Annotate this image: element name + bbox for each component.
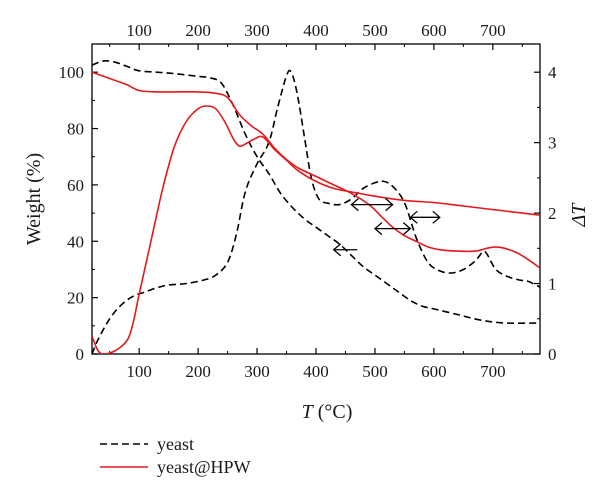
y-left-tick-label: 100 — [59, 63, 85, 82]
annotation-arrowhead — [402, 222, 412, 236]
x-tick-label-bottom: 100 — [126, 362, 152, 381]
x-axis-title: T (°C) — [302, 401, 353, 423]
x-tick-label-top: 400 — [303, 21, 329, 40]
annotation-arrowhead — [350, 198, 359, 212]
y-right-tick-label: 4 — [548, 63, 557, 82]
y-left-tick-label: 60 — [67, 176, 84, 195]
x-tick-label-bottom: 600 — [421, 362, 447, 381]
x-tick-label-bottom: 400 — [303, 362, 329, 381]
y-right-tick-label: 2 — [548, 204, 557, 223]
y-left-tick-label: 20 — [67, 289, 84, 308]
x-axis-title-unit: (°C) — [313, 401, 353, 423]
plot-area-frame — [91, 43, 541, 355]
y-left-tick-label: 0 — [76, 345, 85, 364]
y-axis-left-title: Weight (%) — [23, 153, 45, 245]
x-tick-label-bottom: 700 — [480, 362, 506, 381]
y-axis-right-title: ΔT — [568, 202, 590, 228]
annotation-arrowhead — [409, 210, 418, 224]
x-tick-label-top: 200 — [185, 21, 211, 40]
x-tick-label-bottom: 200 — [185, 362, 211, 381]
x-tick-label-bottom: 300 — [244, 362, 270, 381]
x-tick-label-bottom: 500 — [362, 362, 388, 381]
legend-label-yeast-hpw: yeast@HPW — [157, 457, 251, 477]
x-tick-label-top: 600 — [421, 21, 447, 40]
yeast-dta-line — [92, 69, 540, 354]
axis-ticks: 1001002002003003004004005005006006007007… — [59, 21, 558, 381]
legend-label-yeast: yeast — [157, 434, 194, 454]
series-layer — [92, 59, 540, 354]
annotation-arrowhead — [373, 222, 383, 236]
y-right-tick-label: 0 — [548, 345, 557, 364]
yeast-tg-line — [92, 59, 540, 325]
yeast-hpw-dta-line — [92, 105, 540, 354]
y-right-tick-label: 3 — [548, 134, 557, 153]
x-tick-label-top: 700 — [480, 21, 506, 40]
x-tick-label-top: 500 — [362, 21, 388, 40]
annotations — [332, 198, 441, 257]
x-tick-label-top: 100 — [126, 21, 152, 40]
y-right-tick-label: 1 — [548, 275, 557, 294]
annotation-arrowhead — [385, 198, 394, 212]
annotation-arrowhead — [332, 243, 342, 257]
y-left-tick-label: 80 — [67, 120, 84, 139]
x-tick-label-top: 300 — [244, 21, 270, 40]
y-left-tick-label: 40 — [67, 232, 84, 251]
x-axis-title-var: T — [302, 401, 315, 423]
yeast-hpw-tg-line — [92, 71, 540, 269]
annotation-arrowhead — [432, 210, 441, 224]
legend: yeast yeast@HPW — [100, 434, 251, 477]
